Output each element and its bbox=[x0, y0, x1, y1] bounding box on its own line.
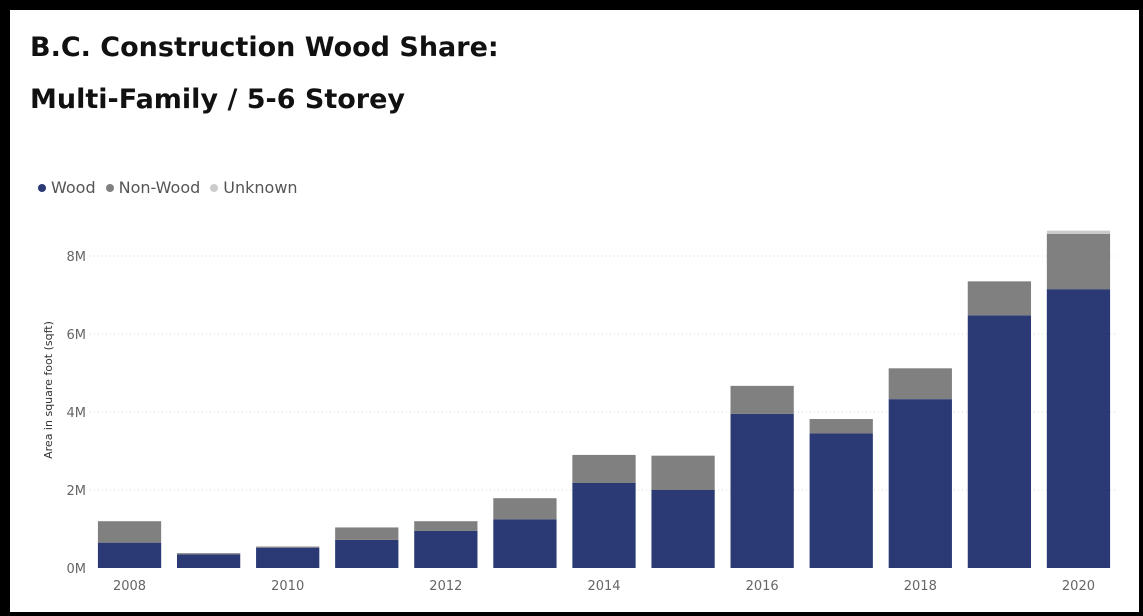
bar-wood-2009[interactable] bbox=[176, 554, 241, 568]
x-tick-label: 2014 bbox=[587, 579, 620, 594]
bar-wood-2017[interactable] bbox=[809, 433, 873, 568]
bar-wood-2019[interactable] bbox=[967, 315, 1032, 568]
legend-item-non-wood[interactable]: Non-Wood bbox=[105, 178, 201, 197]
y-axis-label: Area in square foot (sqft) bbox=[42, 321, 55, 459]
bar-non-wood-2014[interactable] bbox=[572, 454, 636, 483]
bar-non-wood-2009[interactable] bbox=[176, 553, 241, 555]
legend-dot-non-wood bbox=[105, 183, 114, 192]
bar-non-wood-2018[interactable] bbox=[888, 368, 952, 400]
x-tick-label: 2020 bbox=[1062, 579, 1095, 594]
legend-label-unknown: Unknown bbox=[223, 178, 298, 197]
bar-wood-2014[interactable] bbox=[572, 482, 636, 568]
x-tick-label: 2010 bbox=[271, 579, 304, 594]
legend-item-wood[interactable]: Wood bbox=[38, 178, 96, 197]
x-tick-label: 2018 bbox=[904, 579, 937, 594]
bar-wood-2020[interactable] bbox=[1046, 289, 1111, 568]
x-tick-label: 2012 bbox=[429, 579, 462, 594]
bar-wood-2015[interactable] bbox=[651, 490, 715, 568]
bar-non-wood-2013[interactable] bbox=[493, 498, 557, 520]
bar-wood-2010[interactable] bbox=[256, 547, 320, 568]
bars-layer bbox=[97, 230, 1111, 568]
bar-non-wood-2016[interactable] bbox=[730, 385, 794, 414]
y-tick-label: 0M bbox=[67, 562, 87, 577]
bar-non-wood-2019[interactable] bbox=[967, 281, 1032, 316]
bar-non-wood-2008[interactable] bbox=[97, 521, 162, 543]
bar-non-wood-2012[interactable] bbox=[414, 521, 478, 531]
y-tick-label: 2M bbox=[67, 484, 87, 499]
chart-title-line-1: B.C. Construction Wood Share: bbox=[30, 32, 499, 63]
bar-non-wood-2010[interactable] bbox=[256, 546, 320, 548]
y-tick-label: 4M bbox=[67, 406, 87, 421]
bar-wood-2012[interactable] bbox=[414, 530, 478, 568]
legend-label-wood: Wood bbox=[51, 178, 96, 197]
bar-unknown-2020[interactable] bbox=[1046, 230, 1111, 234]
chart-title-line-2: Multi-Family / 5-6 Storey bbox=[30, 84, 406, 115]
bar-wood-2008[interactable] bbox=[97, 542, 162, 568]
bar-wood-2018[interactable] bbox=[888, 399, 952, 568]
bar-non-wood-2017[interactable] bbox=[809, 419, 873, 434]
bar-wood-2016[interactable] bbox=[730, 413, 794, 568]
y-axis-ticks: 0M 2M 4M 6M 8M bbox=[67, 250, 87, 577]
y-tick-label: 6M bbox=[67, 328, 87, 343]
y-tick-label: 8M bbox=[67, 250, 87, 265]
x-axis-ticks: 2008 2010 2012 2014 2016 2018 2020 bbox=[113, 579, 1095, 594]
bar-non-wood-2011[interactable] bbox=[335, 527, 399, 540]
legend-label-non-wood: Non-Wood bbox=[118, 178, 201, 197]
x-tick-label: 2008 bbox=[113, 579, 146, 594]
legend-dot-wood bbox=[38, 183, 46, 192]
legend-dot-unknown bbox=[210, 183, 219, 192]
x-tick-label: 2016 bbox=[746, 579, 779, 594]
bar-wood-2013[interactable] bbox=[493, 519, 557, 568]
bar-wood-2011[interactable] bbox=[335, 539, 399, 568]
legend-item-unknown[interactable]: Unknown bbox=[210, 178, 298, 197]
bar-non-wood-2015[interactable] bbox=[651, 455, 715, 490]
bar-non-wood-2020[interactable] bbox=[1046, 233, 1111, 290]
chart-legend: Wood Non-Wood Unknown bbox=[38, 178, 308, 197]
